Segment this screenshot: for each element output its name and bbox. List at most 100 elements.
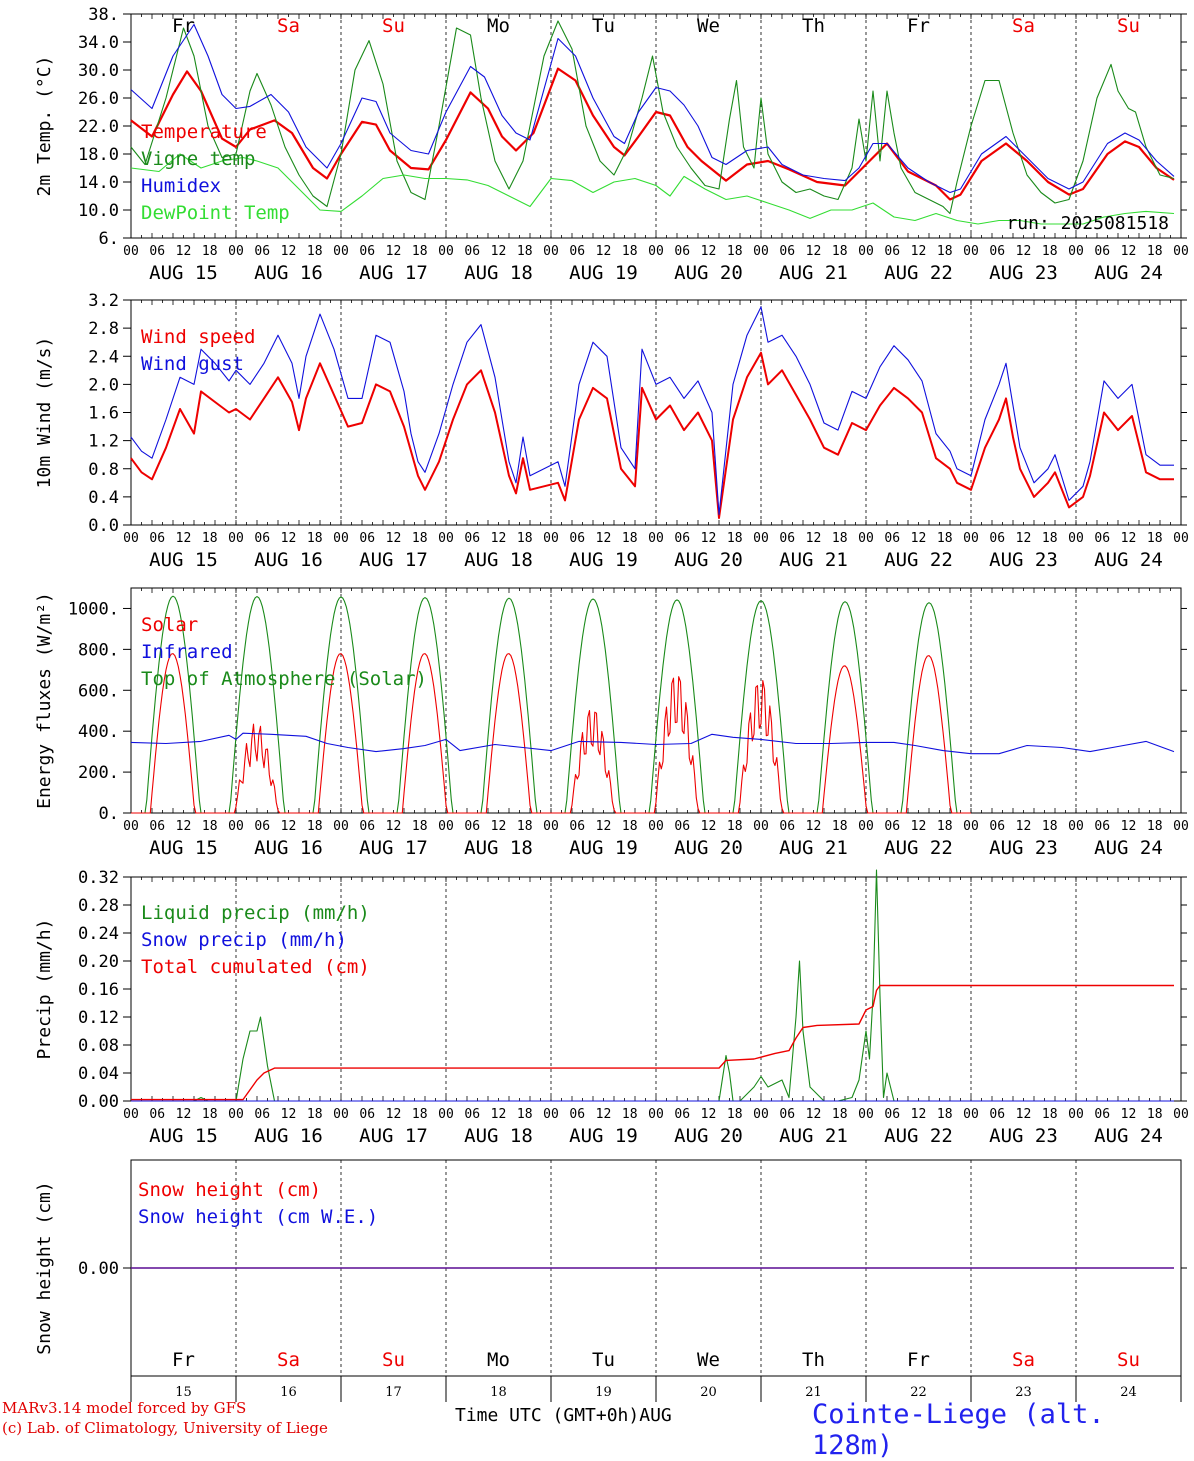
date-label: AUG 22 <box>884 837 953 859</box>
y-tick-label: 2.8 <box>88 319 119 339</box>
day-name: Mo <box>487 15 510 37</box>
hour-tick-label: 00 <box>543 1107 559 1122</box>
hour-tick-label: 06 <box>464 531 480 546</box>
y-tick-label: 1.6 <box>88 404 119 424</box>
legend-entry: Snow height (cm) <box>138 1179 321 1201</box>
day-name: We <box>697 1349 720 1371</box>
legend-entry: DewPoint Temp <box>141 202 290 224</box>
date-label: AUG 17 <box>359 549 428 571</box>
hour-tick-label: 00 <box>123 1107 139 1122</box>
date-label: AUG 20 <box>674 1125 743 1147</box>
date-label: AUG 21 <box>779 837 848 859</box>
date-label: AUG 16 <box>254 1125 323 1147</box>
panel-1: 00 06 12 18 AUG 15 00 06 12 18 AUG 16 00 06 12 18 AUG … <box>34 5 1189 284</box>
hour-tick-label: 06 <box>779 531 795 546</box>
hour-tick-label: 00 <box>648 244 664 259</box>
hour-tick-label: 18 <box>1042 1107 1058 1122</box>
date-label: AUG 22 <box>884 549 953 571</box>
hour-tick-label: 06 <box>149 1107 165 1122</box>
series-line-solar <box>131 653 971 814</box>
legend-entry: Top of Atmosphere (Solar) <box>141 668 427 690</box>
hour-tick-label: 06 <box>569 1107 585 1122</box>
hour-tick-label: 12 <box>701 531 717 546</box>
hour-tick-label: 12 <box>1016 819 1032 834</box>
hour-tick-label: 06 <box>149 819 165 834</box>
hour-tick-label: 00 <box>753 819 769 834</box>
legend-entry: Total cumulated (cm) <box>141 956 370 978</box>
hour-tick-label: 12 <box>176 244 192 259</box>
y-tick-label: 10.0 <box>78 201 119 221</box>
panel-3: 00 06 12 18 AUG 15 00 06 12 18 AUG 16 00 06 12 18 AUG … <box>34 587 1189 859</box>
hour-tick-label: 06 <box>254 531 270 546</box>
y-tick-label: 0.04 <box>78 1064 119 1084</box>
date-label: AUG 23 <box>989 837 1058 859</box>
hour-tick-label: 12 <box>1121 819 1137 834</box>
hour-tick-label: 12 <box>176 819 192 834</box>
hour-tick-label: 06 <box>464 819 480 834</box>
hour-tick-label: 06 <box>569 819 585 834</box>
hour-tick-label: 06 <box>1094 244 1110 259</box>
hour-tick-label: 00 <box>648 531 664 546</box>
hour-tick-label: 06 <box>254 244 270 259</box>
date-label: AUG 23 <box>989 1125 1058 1147</box>
day-name: Su <box>382 1349 405 1371</box>
legend-entry: Wind gust <box>141 353 244 375</box>
hour-tick-label: 12 <box>911 819 927 834</box>
hour-tick-label: 00 <box>1173 1107 1189 1122</box>
hour-tick-label: 18 <box>832 819 848 834</box>
hour-tick-label: 06 <box>989 819 1005 834</box>
hour-tick-label: 00 <box>753 1107 769 1122</box>
day-name: Fr <box>907 1349 930 1371</box>
hour-tick-label: 00 <box>438 1107 454 1122</box>
hour-tick-label: 12 <box>491 1107 507 1122</box>
day-number: 18 <box>490 1385 507 1400</box>
series-line-liquid-precip-mm-h- <box>131 869 1174 1102</box>
hour-tick-label: 12 <box>596 819 612 834</box>
date-label: AUG 22 <box>884 262 953 284</box>
series-line-dewpoint-temp <box>130 153 1175 225</box>
legend-entry: Snow precip (mm/h) <box>141 929 347 951</box>
y-tick-label: 22.0 <box>78 117 119 137</box>
hour-tick-label: 12 <box>491 531 507 546</box>
y-axis-label: 2m Temp. (°C) <box>34 56 55 197</box>
date-label: AUG 24 <box>1094 837 1163 859</box>
hour-tick-label: 00 <box>1068 819 1084 834</box>
date-label: AUG 16 <box>254 837 323 859</box>
hour-tick-label: 06 <box>464 244 480 259</box>
y-tick-label: 400. <box>78 722 119 742</box>
hour-tick-label: 18 <box>412 1107 428 1122</box>
hour-tick-label: 18 <box>1147 819 1163 834</box>
hour-tick-label: 00 <box>963 1107 979 1122</box>
date-label: AUG 22 <box>884 1125 953 1147</box>
day-name: Tu <box>592 15 615 37</box>
hour-tick-label: 18 <box>832 244 848 259</box>
hour-tick-label: 12 <box>1016 1107 1032 1122</box>
hour-tick-label: 18 <box>412 531 428 546</box>
hour-tick-label: 06 <box>359 1107 375 1122</box>
hour-tick-label: 00 <box>753 244 769 259</box>
legend-entry: Liquid precip (mm/h) <box>141 902 370 924</box>
hour-tick-label: 06 <box>989 531 1005 546</box>
hour-tick-label: 06 <box>254 819 270 834</box>
legend-entry: Infrared <box>141 641 233 663</box>
station-name: Cointe-Liege (alt. 128m) <box>812 1399 1105 1461</box>
hour-tick-label: 18 <box>412 244 428 259</box>
y-tick-label: 0.00 <box>78 1259 119 1279</box>
hour-tick-label: 12 <box>596 531 612 546</box>
hour-tick-label: 00 <box>333 244 349 259</box>
hour-tick-label: 00 <box>543 531 559 546</box>
hour-tick-label: 00 <box>123 819 139 834</box>
y-axis-label: Precip (mm/h) <box>34 919 55 1060</box>
hour-tick-label: 00 <box>1068 531 1084 546</box>
day-name: Sa <box>277 15 300 37</box>
date-label: AUG 19 <box>569 837 638 859</box>
hour-tick-label: 12 <box>281 531 297 546</box>
y-tick-label: 0.16 <box>78 980 119 1000</box>
y-tick-label: 800. <box>78 640 119 660</box>
hour-tick-label: 00 <box>1068 244 1084 259</box>
hour-tick-label: 12 <box>1121 531 1137 546</box>
hour-tick-label: 00 <box>1173 531 1189 546</box>
date-label: AUG 15 <box>149 549 218 571</box>
hour-tick-label: 12 <box>701 819 717 834</box>
